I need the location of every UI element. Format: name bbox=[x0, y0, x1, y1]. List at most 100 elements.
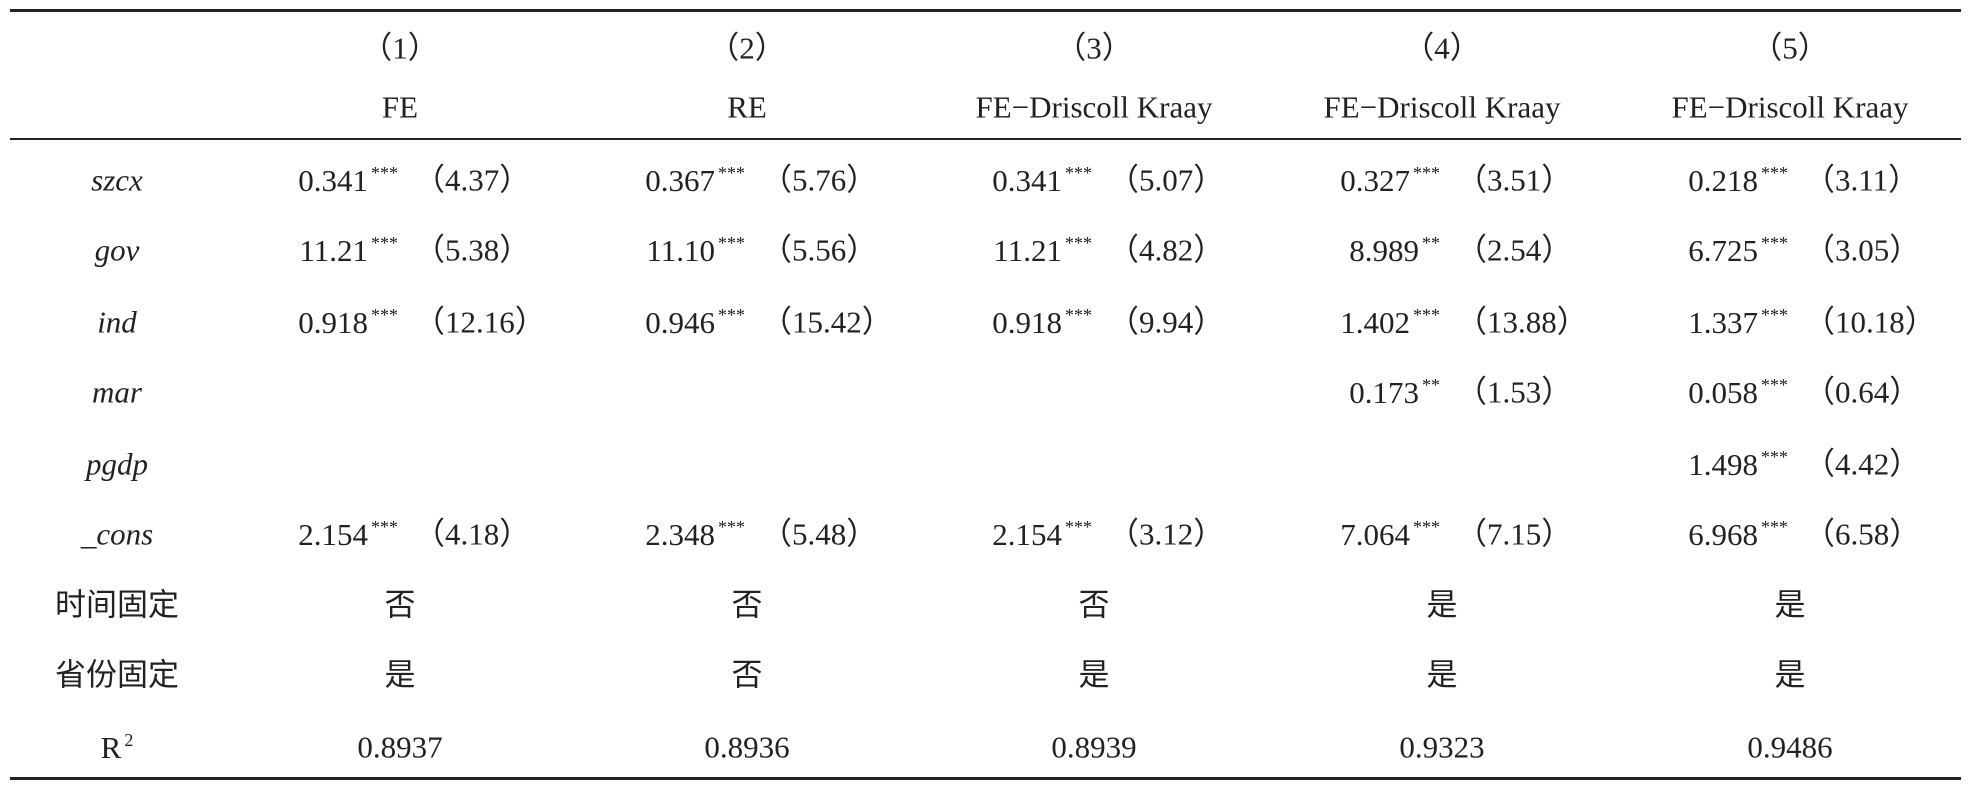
t-statistic: （6.58） bbox=[1804, 516, 1921, 552]
t-statistic: （7.15） bbox=[1456, 516, 1573, 552]
t-statistic: （15.42） bbox=[761, 304, 893, 340]
significance-stars: *** bbox=[1065, 163, 1092, 183]
coefficient: 6.968 *** bbox=[1688, 518, 1788, 550]
significance-stars: *** bbox=[1761, 517, 1788, 537]
significance-stars: *** bbox=[1413, 163, 1440, 183]
coef-value: 2.154 bbox=[298, 517, 368, 552]
t-statistic: （0.64） bbox=[1804, 374, 1921, 410]
coefficient: 8.989 ** bbox=[1349, 234, 1440, 266]
column-number: （4） bbox=[1403, 30, 1481, 66]
t-statistic: （3.11） bbox=[1804, 162, 1920, 198]
t-statistic: （3.51） bbox=[1456, 162, 1573, 198]
row-label-text: ind bbox=[97, 304, 137, 340]
t-statistic: （12.16） bbox=[414, 304, 546, 340]
row-label: _cons bbox=[81, 519, 153, 550]
significance-stars: *** bbox=[718, 517, 745, 537]
coef-value: 2.348 bbox=[645, 517, 715, 552]
cell-value: 否 bbox=[384, 587, 416, 623]
significance-stars: *** bbox=[371, 305, 398, 325]
row-label: szcx bbox=[91, 165, 143, 196]
top-rule bbox=[10, 9, 1961, 12]
t-statistic: （10.18） bbox=[1804, 304, 1936, 340]
significance-stars: *** bbox=[1761, 163, 1788, 183]
row-label-text: pgdp bbox=[86, 446, 148, 482]
coefficient: 7.064 *** bbox=[1340, 518, 1440, 550]
significance-stars: *** bbox=[1413, 517, 1440, 537]
column-number: （1） bbox=[361, 30, 439, 66]
coefficient: 0.341 *** bbox=[298, 164, 398, 196]
coef-value: 1.402 bbox=[1340, 305, 1410, 340]
cell-value: 是 bbox=[1078, 657, 1110, 693]
coef-value: 1.337 bbox=[1688, 305, 1758, 340]
coef-value: 0.173 bbox=[1349, 375, 1419, 410]
column-number: （5） bbox=[1751, 30, 1829, 66]
row-label-text: gov bbox=[94, 232, 140, 268]
t-statistic: （4.37） bbox=[414, 162, 531, 198]
t-statistic: （5.48） bbox=[761, 516, 878, 552]
coef-value: 11.21 bbox=[993, 233, 1062, 268]
coefficient: 0.946 *** bbox=[645, 306, 745, 338]
row-label: pgdp bbox=[86, 449, 148, 480]
model-name: FE bbox=[381, 89, 419, 125]
significance-stars: *** bbox=[371, 163, 398, 183]
coefficient: 11.21 *** bbox=[299, 234, 398, 266]
coefficient: 0.918 *** bbox=[992, 306, 1092, 338]
coef-value: 0.918 bbox=[992, 305, 1062, 340]
row-label: 省份固定 bbox=[55, 660, 179, 691]
cell-value: 是 bbox=[1774, 587, 1806, 623]
coefficient: 0.058 *** bbox=[1688, 376, 1788, 408]
coef-value: 11.21 bbox=[299, 233, 368, 268]
cell-value: 否 bbox=[731, 657, 763, 693]
coefficient: 0.367 *** bbox=[645, 164, 745, 196]
coef-value: 0.058 bbox=[1688, 375, 1758, 410]
cell-value: 是 bbox=[1774, 657, 1806, 693]
cell-value: 0.8937 bbox=[357, 729, 443, 765]
coef-value: 0.946 bbox=[645, 305, 715, 340]
row-label: 时间固定 bbox=[55, 590, 179, 621]
row-label: ind bbox=[97, 307, 137, 338]
t-statistic: （5.76） bbox=[761, 162, 878, 198]
coef-value: 6.725 bbox=[1688, 233, 1758, 268]
coef-value: 0.918 bbox=[298, 305, 368, 340]
coef-value: 7.064 bbox=[1340, 517, 1410, 552]
model-name: RE bbox=[727, 89, 767, 125]
significance-stars: *** bbox=[371, 233, 398, 253]
column-number: （3） bbox=[1055, 30, 1133, 66]
coef-value: 6.968 bbox=[1688, 517, 1758, 552]
coef-value: 0.341 bbox=[992, 163, 1062, 198]
significance-stars: *** bbox=[1065, 517, 1092, 537]
coefficient: 11.10 *** bbox=[646, 234, 745, 266]
coef-value: 2.154 bbox=[992, 517, 1062, 552]
coefficient: 0.341 *** bbox=[992, 164, 1092, 196]
cell-value: 0.8939 bbox=[1051, 729, 1137, 765]
t-statistic: （1.53） bbox=[1456, 374, 1573, 410]
coefficient: 0.173 ** bbox=[1349, 376, 1440, 408]
coefficient: 6.725 *** bbox=[1688, 234, 1788, 266]
coefficient: 2.348 *** bbox=[645, 518, 745, 550]
row-label-text: szcx bbox=[91, 162, 143, 198]
significance-stars: *** bbox=[371, 517, 398, 537]
t-statistic: （5.38） bbox=[414, 232, 531, 268]
coef-value: 0.218 bbox=[1688, 163, 1758, 198]
t-statistic: （5.56） bbox=[761, 232, 878, 268]
coef-value: 8.989 bbox=[1349, 233, 1419, 268]
cell-value: 是 bbox=[1426, 587, 1458, 623]
coefficient: 2.154 *** bbox=[992, 518, 1092, 550]
coefficient: 0.327 *** bbox=[1340, 164, 1440, 196]
significance-stars: *** bbox=[1065, 233, 1092, 253]
significance-stars: ** bbox=[1422, 233, 1440, 253]
cell-value: 0.8936 bbox=[704, 729, 790, 765]
significance-stars: ** bbox=[1422, 375, 1440, 395]
model-name: FE−Driscoll Kraay bbox=[1671, 89, 1909, 125]
t-statistic: （4.82） bbox=[1108, 232, 1225, 268]
coef-value: 0.327 bbox=[1340, 163, 1410, 198]
coefficient: 1.402 *** bbox=[1340, 306, 1440, 338]
significance-stars: *** bbox=[718, 233, 745, 253]
row-label-text: _cons bbox=[80, 516, 154, 552]
significance-stars: *** bbox=[1413, 305, 1440, 325]
significance-stars: *** bbox=[1761, 447, 1788, 467]
coefficient: 1.498 *** bbox=[1688, 448, 1788, 480]
header-rule bbox=[10, 138, 1961, 140]
